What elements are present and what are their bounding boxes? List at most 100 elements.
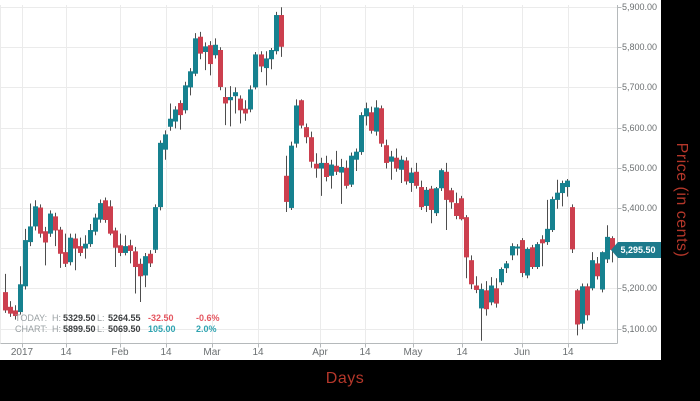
x-tick-label: 14	[160, 347, 172, 358]
candle-body-up	[228, 97, 233, 101]
x-tick-label: May	[403, 347, 423, 358]
candle-body-up	[153, 207, 158, 250]
candle-body-up	[555, 192, 560, 200]
candle-body-down	[494, 288, 499, 304]
today-label: TODAY:	[15, 313, 48, 323]
candle-body-up	[550, 199, 555, 231]
candle-body-up	[88, 230, 93, 245]
x-tick-label: Feb	[111, 347, 129, 358]
candle-body-down	[449, 190, 454, 203]
candle-body-down	[530, 247, 535, 268]
candle-body-down	[63, 252, 68, 264]
candle-body-up	[33, 206, 38, 227]
candle-body-down	[73, 238, 78, 249]
candle-body-up	[28, 226, 33, 243]
candle-body-down	[208, 45, 213, 65]
candle-body-up	[203, 46, 208, 53]
bottom-axis-band	[0, 360, 700, 401]
y-tick-label: 5,500.00	[622, 163, 658, 173]
x-tick-label: Jun	[513, 347, 531, 358]
today-high-value: 5329.50	[63, 313, 96, 323]
candle-body-down	[314, 163, 319, 169]
candle-body-down	[454, 203, 459, 216]
candle-body-up	[525, 248, 530, 276]
x-tick-label: Apr	[312, 347, 328, 358]
candle-body-down	[595, 263, 600, 277]
chart-low-value: 5069.50	[108, 324, 141, 334]
candle-body-down	[575, 290, 580, 325]
candle-body-up	[515, 246, 520, 249]
candle-body-down	[484, 290, 489, 310]
candle-body-up	[123, 246, 128, 253]
candle-body-up	[545, 228, 550, 243]
today-low-value: 5264.55	[108, 313, 141, 323]
candle-body-up	[98, 203, 103, 220]
candle-body-up	[143, 256, 148, 276]
candle-body-up	[23, 240, 28, 287]
candle-body-up	[560, 183, 565, 194]
candle-body-up	[605, 236, 610, 260]
y-tick-label: 5,200.00	[622, 283, 658, 293]
candle-body-up	[233, 92, 238, 97]
candle-body-up	[510, 246, 515, 256]
x-tick-label: 14	[456, 347, 468, 358]
candle-body-down	[58, 229, 63, 254]
candle-body-up	[364, 108, 369, 117]
candle-body-up	[590, 260, 595, 289]
candle-body-down	[218, 50, 223, 87]
candle-body-down	[128, 245, 133, 251]
y-tick-label: 5,800.00	[622, 42, 658, 52]
candle-body-down	[133, 251, 138, 268]
candle-body-up	[48, 213, 53, 234]
candle-body-up	[253, 54, 258, 88]
candle-body-up	[535, 244, 540, 268]
candle-body-up	[18, 284, 23, 313]
candle-body-down	[384, 145, 389, 163]
chart-change-value: 105.00	[148, 324, 176, 334]
candle-body-down	[243, 108, 248, 114]
candle-body-down	[344, 167, 349, 186]
candle-body-up	[409, 172, 414, 184]
last-price-tag: 5,295.50	[611, 242, 661, 258]
candle-body-down	[369, 112, 374, 131]
candle-body-up	[319, 162, 324, 169]
candle-body-down	[404, 160, 409, 182]
candle-body-up	[349, 155, 354, 185]
candle-body-up	[163, 134, 168, 150]
today-change-percent: -0.6%	[196, 313, 220, 323]
candle-body-down	[474, 285, 479, 290]
today-change-value: -32.50	[148, 313, 174, 323]
candle-body-up	[374, 107, 379, 132]
x-tick-label: 14	[252, 347, 264, 358]
candle-body-up	[264, 58, 269, 69]
candle-body-up	[354, 151, 359, 160]
candle-body-down	[279, 15, 284, 47]
candle-body-up	[399, 159, 404, 170]
candle-body-down	[304, 127, 309, 138]
candle-body-up	[294, 105, 299, 144]
chart-label: CHART:	[15, 324, 48, 334]
candle-body-down	[8, 306, 13, 314]
x-tick-label: 14	[562, 347, 574, 358]
candle-body-up	[248, 89, 253, 110]
candle-body-down	[464, 217, 469, 258]
candle-body-down	[108, 206, 113, 234]
candle-body-down	[570, 207, 575, 250]
candle-body-up	[434, 188, 439, 214]
candle-body-up	[329, 164, 334, 176]
candle-body-down	[284, 175, 289, 202]
candle-body-down	[259, 54, 264, 67]
candle-body-down	[324, 162, 329, 177]
candle-body-down	[444, 171, 449, 200]
candle-body-up	[83, 243, 88, 249]
y-tick-label: 5,400.00	[622, 203, 658, 213]
chart-low-label: L:	[97, 324, 105, 334]
candle-body-down	[43, 231, 48, 243]
candle-body-up	[93, 217, 98, 232]
y-axis-title: Price (in cents)	[673, 142, 690, 258]
candle-body-down	[309, 137, 314, 162]
x-tick-label: 14	[60, 347, 72, 358]
candle-body-down	[118, 245, 123, 253]
candle-body-up	[68, 237, 73, 263]
